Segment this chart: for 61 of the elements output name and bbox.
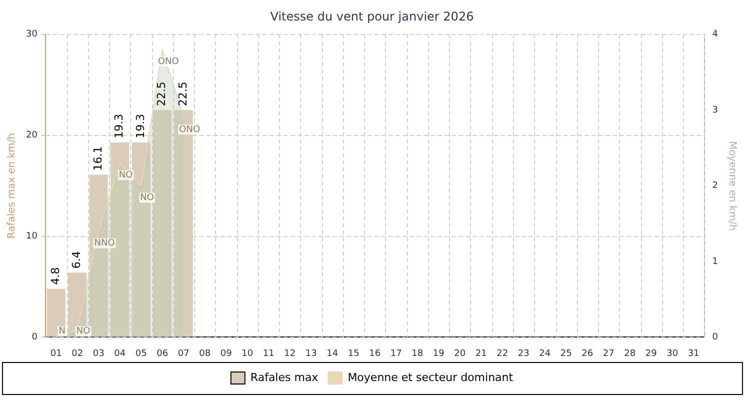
x-tick-label: 21 bbox=[475, 348, 487, 359]
x-tick-label: 18 bbox=[412, 348, 424, 359]
x-tick-label: 15 bbox=[348, 348, 360, 359]
data-label: 22.5 bbox=[176, 82, 190, 106]
data-label: 16.1 bbox=[91, 146, 104, 171]
y2-tick-label: 2 bbox=[712, 181, 718, 192]
x-tick-label: 19 bbox=[432, 348, 445, 359]
y2-tick-label: 4 bbox=[712, 30, 718, 40]
x-tick-label: 31 bbox=[688, 348, 700, 359]
chart-title: Vitesse du vent pour janvier 2026 bbox=[270, 9, 474, 24]
legend-label: Rafales max bbox=[250, 370, 319, 384]
bar bbox=[46, 288, 66, 337]
y2-tick-label: 3 bbox=[712, 105, 718, 116]
x-tick-label: 30 bbox=[666, 348, 678, 359]
data-label: NO bbox=[140, 193, 154, 204]
data-label: N bbox=[58, 326, 66, 337]
x-tick-label: 10 bbox=[242, 348, 254, 359]
x-tick-label: 09 bbox=[220, 348, 232, 359]
x-tick-label: 05 bbox=[135, 348, 147, 359]
data-label: ONO bbox=[179, 125, 200, 136]
y-tick-label: 0 bbox=[32, 332, 38, 343]
y-tick-label: 20 bbox=[26, 130, 38, 141]
x-tick-label: 08 bbox=[199, 348, 211, 359]
x-tick-label: 20 bbox=[454, 348, 466, 359]
data-label: NO bbox=[118, 170, 133, 180]
y2-tick-label: 0 bbox=[712, 332, 718, 343]
x-tick-label: 02 bbox=[72, 348, 84, 359]
x-tick-label: 07 bbox=[178, 348, 190, 359]
x-tick-label: 27 bbox=[602, 348, 614, 359]
x-tick-label: 14 bbox=[326, 348, 338, 359]
y-axis-title: Rafales max en km/h bbox=[6, 132, 18, 239]
x-tick-label: 11 bbox=[262, 348, 274, 359]
x-tick-label: 13 bbox=[305, 348, 317, 359]
x-tick-label: 26 bbox=[582, 348, 594, 359]
x-tick-label: 17 bbox=[390, 348, 402, 359]
data-label: NO bbox=[76, 326, 90, 337]
data-label: ONO bbox=[158, 56, 179, 67]
data-label: NNO bbox=[94, 238, 115, 249]
x-tick-label: 23 bbox=[518, 348, 530, 359]
y-tick-label: 10 bbox=[26, 232, 38, 242]
x-tick-label: 29 bbox=[645, 348, 658, 359]
data-label: 22.5 bbox=[155, 82, 168, 106]
x-tick-label: 22 bbox=[496, 348, 508, 359]
x-tick-label: 01 bbox=[50, 348, 62, 359]
x-tick-label: 04 bbox=[114, 348, 126, 359]
data-label: 6.4 bbox=[70, 251, 84, 269]
x-tick-label: 06 bbox=[156, 348, 168, 359]
data-label: 4.8 bbox=[48, 267, 62, 285]
x-tick-label: 25 bbox=[560, 348, 572, 359]
y-tick-label: 30 bbox=[26, 30, 38, 40]
data-label: 19.3 bbox=[134, 114, 147, 138]
x-tick-label: 16 bbox=[369, 348, 381, 359]
x-tick-label: 03 bbox=[92, 348, 104, 359]
x-tick-label: 28 bbox=[624, 348, 636, 359]
data-label: 19.3 bbox=[112, 114, 126, 138]
y2-axis-title: Moyenne en km/h bbox=[726, 140, 738, 231]
legend-label: Moyenne et secteur dominant bbox=[348, 370, 514, 384]
x-tick-label: 24 bbox=[539, 348, 551, 359]
bar bbox=[153, 110, 172, 337]
y2-tick-label: 1 bbox=[712, 256, 718, 267]
x-tick-label: 12 bbox=[284, 348, 296, 359]
